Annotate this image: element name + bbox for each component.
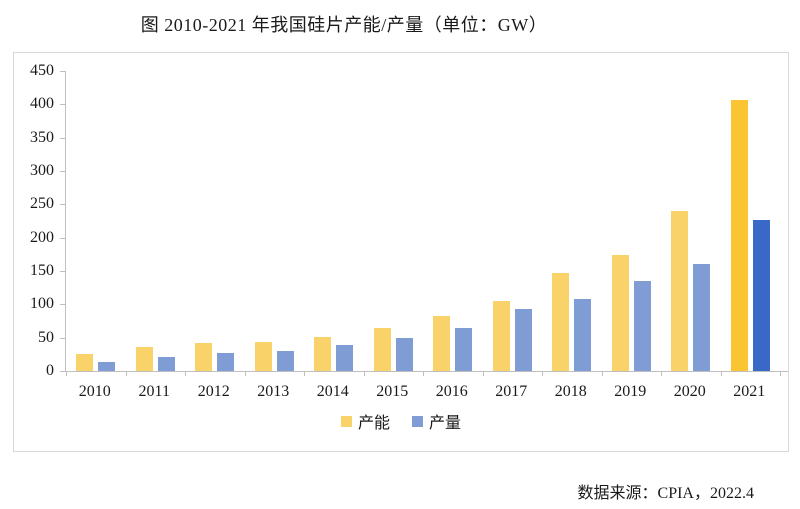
y-axis-tick-label: 450 — [30, 62, 54, 79]
y-axis-tick-label: 400 — [30, 95, 54, 113]
capacity-bar-2021 — [730, 99, 748, 371]
capacity-bar-2017 — [492, 301, 510, 371]
x-axis-label-2010: 2010 — [78, 383, 111, 400]
legend-production-label: 产量 — [429, 415, 462, 432]
y-axis-tick-mark — [60, 204, 65, 206]
data-source: 数据来源：CPIA，2022.4 — [577, 485, 754, 502]
y-axis-tick-mark — [60, 237, 65, 239]
x-axis-label-2012: 2012 — [197, 383, 230, 400]
capacity-bar-2015 — [373, 327, 391, 371]
production-bar-2017 — [514, 309, 532, 371]
production-bar-2011 — [157, 357, 175, 371]
bar-group-2010 — [66, 71, 126, 371]
production-bar-2014 — [336, 345, 354, 371]
capacity-swatch-icon — [340, 415, 352, 427]
production-bar-2021 — [752, 219, 770, 371]
x-axis-tick-mark — [244, 372, 246, 376]
y-axis: 0 50 100 150 200 250 300 350 400 450 — [14, 53, 65, 451]
bar-group-2020 — [661, 71, 721, 371]
x-axis-label-2013: 2013 — [257, 383, 290, 400]
x-axis-label-2018: 2018 — [554, 383, 587, 400]
x-axis-label-2011: 2011 — [138, 383, 170, 400]
capacity-bar-2013 — [254, 342, 272, 371]
x-axis-label-2021: 2021 — [733, 383, 766, 400]
capacity-bar-2010 — [76, 354, 94, 371]
production-bar-2013 — [276, 351, 294, 371]
capacity-bar-2011 — [135, 347, 153, 371]
plot-area — [65, 71, 788, 376]
y-axis-tick-mark — [60, 371, 65, 372]
bar-group-2011 — [126, 71, 186, 371]
x-axis-tick-mark — [720, 372, 722, 376]
x-axis-label-2016: 2016 — [435, 383, 468, 400]
legend-item-production: 产量 — [412, 409, 461, 433]
capacity-bar-2018 — [552, 273, 570, 371]
y-axis-tick-mark — [60, 304, 65, 306]
bar-group-2018 — [542, 71, 602, 371]
y-axis-tick-mark — [60, 137, 65, 139]
y-axis-tick-label: 300 — [30, 162, 54, 179]
legend-capacity-label: 产能 — [357, 415, 390, 432]
x-axis-tick-mark — [482, 372, 484, 376]
x-axis-tick-mark — [185, 372, 186, 376]
bar-group-2021 — [721, 71, 781, 371]
y-axis-tick-label: 250 — [30, 195, 54, 213]
y-axis-tick-label: 200 — [30, 228, 54, 246]
production-bar-2015 — [395, 338, 413, 371]
x-axis-label-2014: 2014 — [316, 383, 349, 400]
chart-title: 图 2010-2021 年我国硅片产能/产量（单位：GW） — [140, 15, 548, 35]
y-axis-tick-mark — [60, 271, 65, 272]
x-axis-tick-mark — [423, 372, 424, 376]
production-bar-2019 — [633, 281, 651, 371]
bar-group-2019 — [602, 71, 662, 371]
bar-group-2016 — [423, 71, 483, 371]
y-axis-tick-label: 0 — [46, 362, 54, 379]
capacity-bar-2012 — [195, 343, 213, 371]
production-bar-2012 — [217, 353, 235, 371]
y-axis-tick-mark — [60, 171, 65, 172]
x-axis-tick-mark — [125, 372, 127, 376]
bar-group-2014 — [304, 71, 364, 371]
x-axis-tick-mark — [66, 372, 67, 376]
capacity-bar-2016 — [433, 316, 451, 371]
y-axis-tick-mark — [60, 337, 65, 339]
capacity-bar-2020 — [671, 211, 689, 371]
y-axis-tick-label: 50 — [38, 328, 54, 346]
x-axis-label-2019: 2019 — [614, 383, 647, 400]
bar-group-2017 — [483, 71, 543, 371]
x-axis-tick-mark — [661, 372, 662, 376]
legend: 产能 产量 — [14, 409, 788, 433]
x-axis-tick-mark — [304, 372, 305, 376]
x-axis: 2010 2011 2012 2013 2014 2015 2016 2017 2018 2019… — [65, 384, 779, 400]
y-axis-tick-label: 100 — [30, 295, 54, 313]
y-axis-tick-label: 350 — [30, 128, 54, 146]
x-axis-tick-mark — [601, 372, 603, 376]
capacity-bar-2014 — [314, 337, 332, 371]
production-swatch-icon — [412, 415, 423, 427]
y-axis-tick-mark — [60, 71, 65, 72]
capacity-bar-2019 — [611, 255, 629, 371]
legend-item-capacity: 产能 — [340, 409, 390, 433]
y-axis-tick-label: 150 — [30, 262, 54, 279]
production-bar-2020 — [693, 263, 711, 371]
bar-group-2012 — [185, 71, 245, 371]
x-axis-label-2015: 2015 — [376, 383, 409, 400]
chart-frame: 0 50 100 150 200 250 300 350 400 450 2010 2011 2012… — [13, 52, 789, 452]
x-axis-tick-mark — [780, 372, 781, 376]
y-axis-tick-mark — [60, 104, 65, 106]
x-axis-label-2017: 2017 — [495, 383, 528, 400]
x-axis-label-2020: 2020 — [673, 383, 706, 400]
bar-group-2013 — [245, 71, 305, 371]
bar-group-2015 — [364, 71, 424, 371]
x-axis-tick-mark — [363, 372, 365, 376]
production-bar-2016 — [455, 327, 473, 371]
production-bar-2010 — [98, 362, 116, 371]
production-bar-2018 — [574, 299, 592, 371]
x-axis-tick-mark — [542, 372, 543, 376]
bar-groups — [66, 71, 780, 371]
